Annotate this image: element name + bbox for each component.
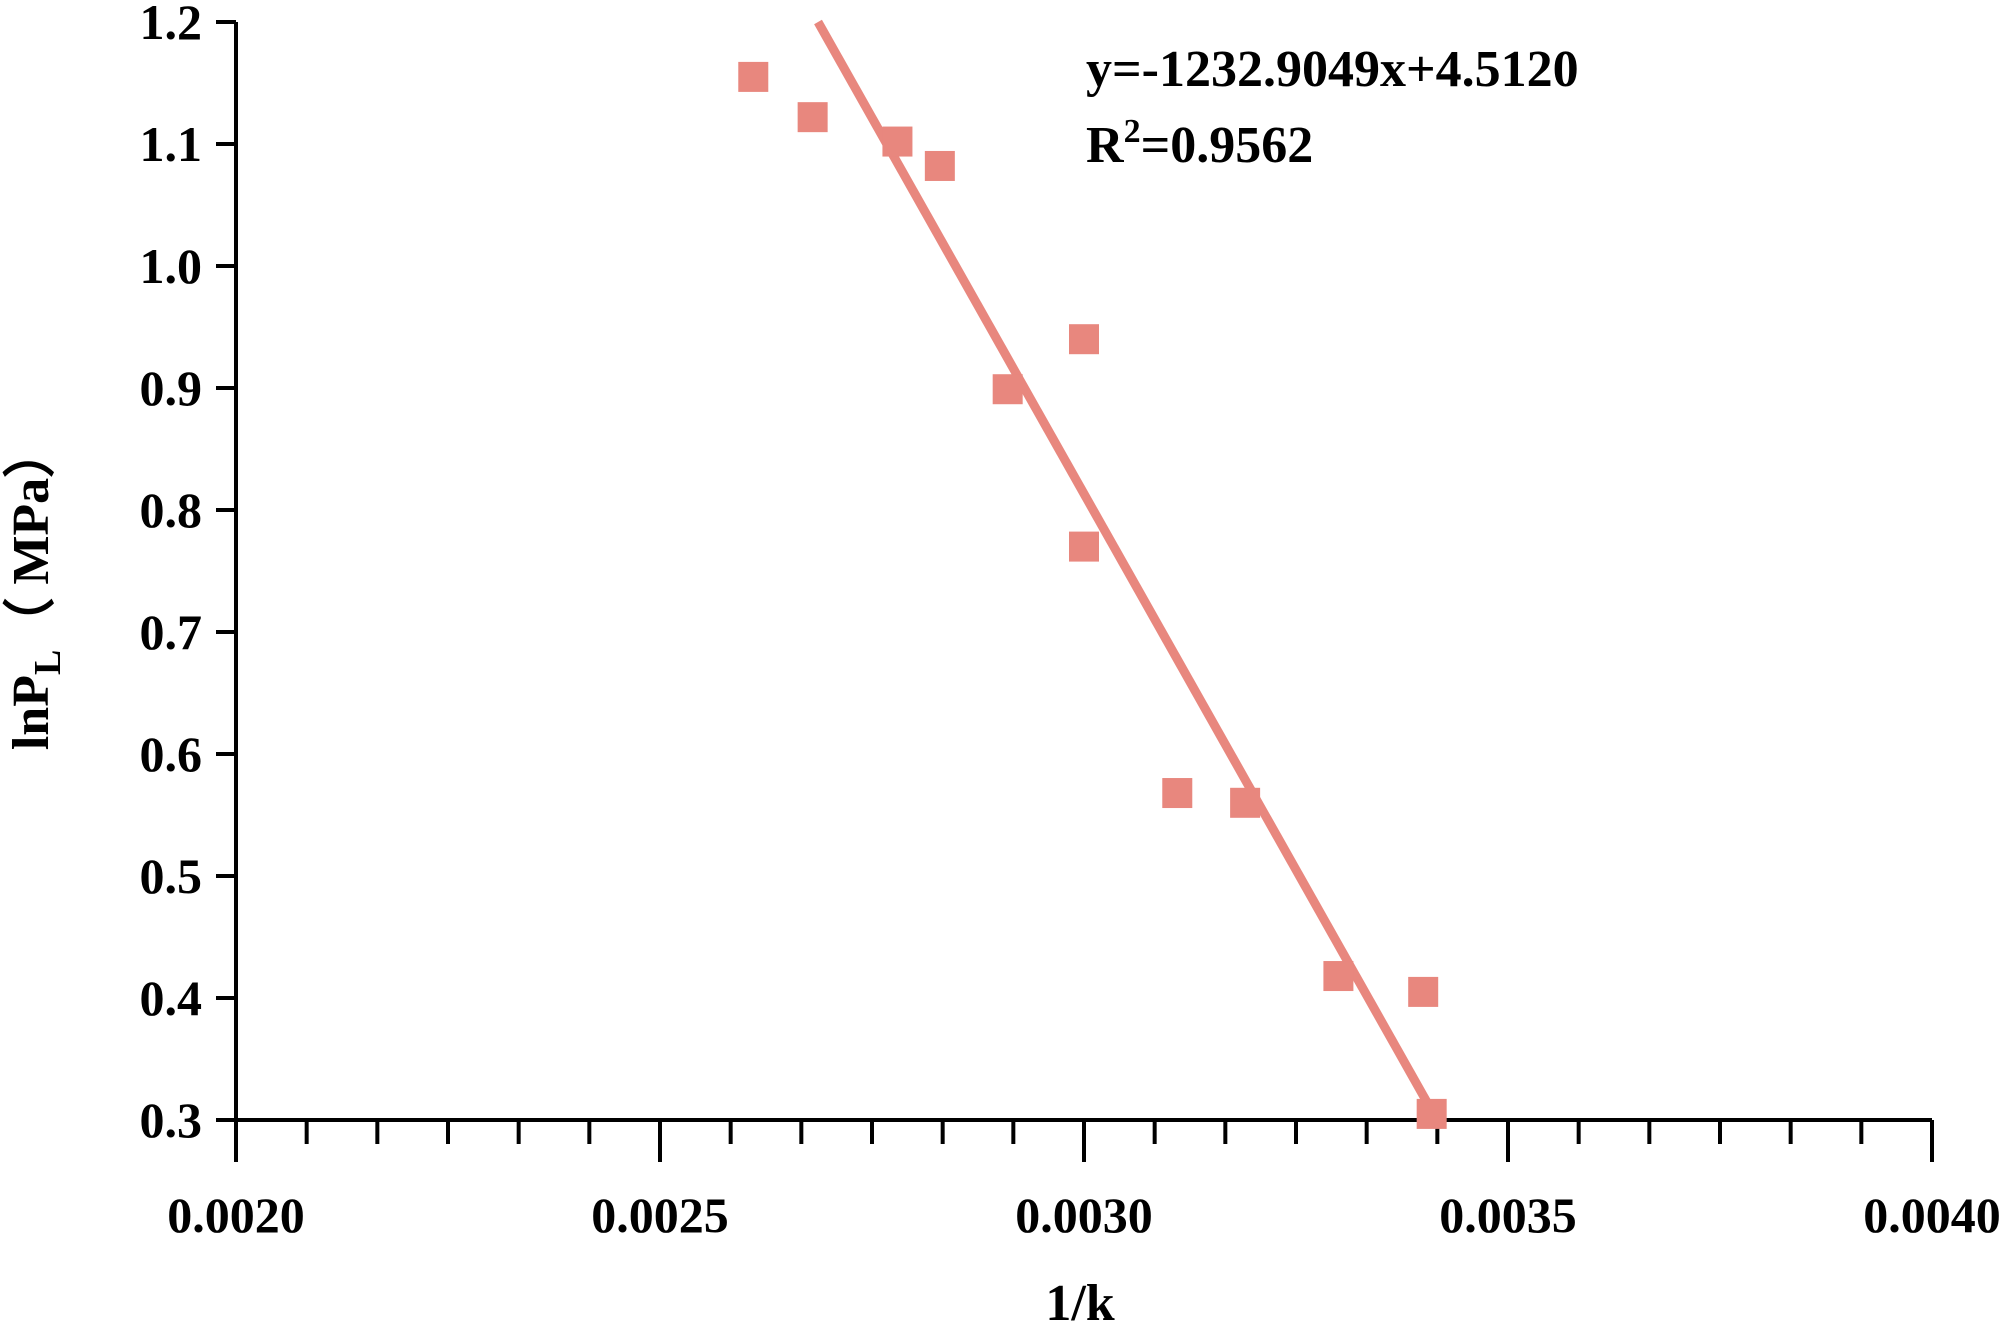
y-axis-ticks: 0.3 0.4 0.5 0.6 0.7 0.8 0.9 1.0 1.1 1.2 <box>140 0 236 1148</box>
y-tick-label: 0.7 <box>140 604 203 660</box>
y-tick-label: 1.2 <box>140 0 203 50</box>
x-tick-label: 0.0020 <box>167 1187 305 1243</box>
fit-line <box>814 19 1445 1128</box>
y-tick-label: 1.1 <box>140 116 203 172</box>
data-point <box>797 102 828 133</box>
data-point <box>738 61 769 92</box>
fit-line-group <box>814 19 1445 1128</box>
y-axis-title: lnPL（ MPa） <box>2 426 69 750</box>
r-squared-superscript: 2 <box>1124 113 1141 150</box>
fit-equation: y=-1232.9049x+4.5120 <box>1086 41 1579 98</box>
data-point <box>1069 324 1099 355</box>
data-point <box>1069 531 1099 562</box>
axes <box>234 22 1932 1122</box>
y-tick-label: 1.0 <box>140 238 203 294</box>
data-point <box>1408 976 1439 1007</box>
x-axis-ticks: 0.0020 0.0025 0.0030 0.0035 0.0040 <box>167 1120 2001 1243</box>
y-axis-title-main: lnP <box>3 675 60 750</box>
data-point <box>882 126 913 157</box>
data-point <box>1162 778 1193 809</box>
data-points <box>738 61 1447 1129</box>
y-tick-label: 0.5 <box>140 848 203 904</box>
y-tick-label: 0.8 <box>140 482 203 538</box>
x-tick-label: 0.0040 <box>1863 1187 2001 1243</box>
r-squared-prefix: R <box>1086 117 1125 174</box>
y-tick-label: 0.4 <box>140 970 203 1026</box>
y-axis-title-unit: （ MPa） <box>2 426 60 650</box>
data-point <box>992 374 1023 405</box>
data-point <box>1323 961 1354 992</box>
r-squared: R2=0.9562 <box>1086 113 1313 174</box>
y-tick-label: 0.9 <box>140 360 203 416</box>
r-squared-value: =0.9562 <box>1141 117 1314 174</box>
x-axis-title: 1/k <box>1045 1275 1114 1332</box>
y-axis-title-subscript: L <box>27 650 69 675</box>
data-point <box>1230 787 1261 818</box>
data-point <box>1416 1098 1447 1129</box>
y-tick-label: 0.6 <box>140 726 203 782</box>
data-point <box>924 150 955 181</box>
y-tick-label: 0.3 <box>140 1092 203 1148</box>
x-tick-label: 0.0030 <box>1015 1187 1153 1243</box>
x-tick-label: 0.0035 <box>1439 1187 1577 1243</box>
x-tick-label: 0.0025 <box>591 1187 729 1243</box>
